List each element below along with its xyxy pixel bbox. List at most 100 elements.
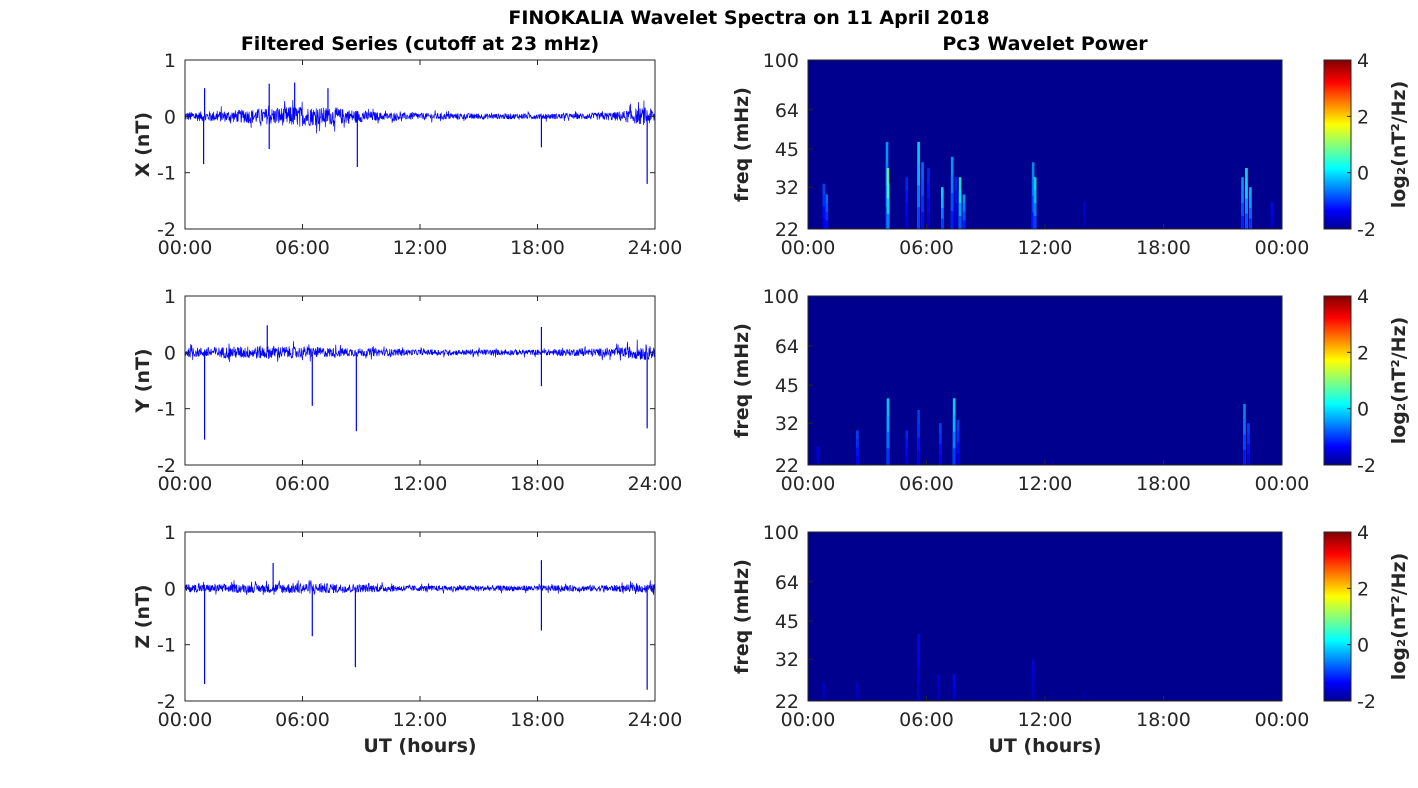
x-tick-label: 00:00 (1255, 709, 1310, 731)
y-tick-label: 64 (775, 100, 799, 122)
power-panel-1: 22 32 45 64 100 00:00 06:00 12:00 18:00 00:00 freq… (731, 286, 1410, 495)
x-tick-label: 00:00 (158, 473, 213, 495)
x-tick-label: 00:00 (1255, 473, 1310, 495)
colorbar-label: log₂(nT²/Hz) (1388, 81, 1410, 209)
y-axis-label: Y (nT) (132, 348, 154, 413)
colorbar-tick-label: -2 (1357, 455, 1376, 477)
power-burst (905, 216, 909, 229)
series-trace (184, 580, 656, 596)
x-tick-label: 00:00 (781, 709, 836, 731)
colorbar-label: log₂(nT²/Hz) (1388, 317, 1410, 445)
power-burst (886, 213, 890, 229)
power-burst (939, 454, 942, 465)
x-tick-label: 06:00 (275, 709, 330, 731)
x-tick-label: 06:00 (899, 709, 954, 731)
y-tick-label: -1 (157, 399, 176, 421)
x-tick-label: 00:00 (158, 709, 213, 731)
y-axis-label: Z (nT) (132, 584, 154, 648)
y-tick-label: 1 (164, 50, 176, 72)
power-burst (1249, 218, 1252, 229)
colorbar: -2 0 2 4 log₂(nT²/Hz) (1323, 522, 1410, 713)
power-burst (956, 453, 960, 465)
x-tick-label: 00:00 (1255, 237, 1310, 259)
colorbar-label: log₂(nT²/Hz) (1388, 553, 1410, 681)
y-tick-label: -1 (157, 635, 176, 657)
x-tick-label: 12:00 (1018, 709, 1073, 731)
power-burst (950, 210, 954, 229)
colorbar-tick-label: 2 (1357, 342, 1369, 364)
y-tick-label: 45 (775, 139, 799, 161)
power-burst (917, 451, 920, 465)
y-tick-label: 45 (775, 375, 799, 397)
power-burst (1243, 449, 1246, 465)
power-burst (952, 694, 956, 701)
power-burst (1031, 212, 1035, 229)
power-burst (1245, 213, 1248, 229)
x-tick-label: 12:00 (393, 237, 448, 259)
x-tick-label: 12:00 (393, 709, 448, 731)
y-tick-label: 64 (775, 572, 799, 594)
power-burst (1031, 690, 1035, 701)
colorbar-tick-label: 0 (1357, 399, 1369, 421)
y-tick-label: -2 (157, 219, 176, 241)
plot-area (185, 532, 655, 701)
colorbar-tick-label: -2 (1357, 219, 1376, 241)
series-trace (184, 99, 656, 134)
power-burst (905, 456, 909, 465)
y-tick-label: 100 (763, 50, 799, 72)
colorbar-tick-label: 4 (1357, 522, 1369, 544)
power-burst (1033, 216, 1037, 229)
y-tick-label: 22 (775, 691, 799, 713)
y-tick-label: 100 (763, 522, 799, 544)
power-burst (856, 696, 859, 701)
power-burst (917, 207, 920, 229)
colorbar-tick-label: 0 (1357, 635, 1369, 657)
colorbar: -2 0 2 4 log₂(nT²/Hz) (1323, 50, 1410, 241)
y-tick-label: 32 (775, 413, 799, 435)
left-x-axis-label: UT (hours) (363, 735, 476, 757)
power-background (808, 296, 1282, 465)
x-tick-label: 00:00 (781, 473, 836, 495)
x-tick-label: 12:00 (1018, 473, 1073, 495)
colorbar-tick-label: -2 (1357, 691, 1376, 713)
power-burst (927, 213, 930, 229)
x-tick-label: 12:00 (1018, 237, 1073, 259)
right-x-axis-label: UT (hours) (988, 735, 1101, 757)
x-tick-label: 06:00 (275, 237, 330, 259)
right-column-title: Pc3 Wavelet Power (942, 33, 1148, 55)
x-tick-label: 18:00 (510, 237, 565, 259)
y-tick-label: 32 (775, 177, 799, 199)
power-burst (941, 218, 944, 229)
y-tick-label: 0 (164, 342, 176, 364)
x-tick-label: 18:00 (510, 709, 565, 731)
power-burst (816, 460, 820, 465)
figure-title: FINOKALIA Wavelet Spectra on 11 April 20… (508, 7, 989, 29)
x-tick-label: 00:00 (781, 237, 836, 259)
power-background (808, 60, 1282, 229)
power-burst (856, 456, 859, 465)
power-burst (917, 185, 920, 229)
colorbar-tick-label: 0 (1357, 163, 1369, 185)
colorbar-gradient (1323, 531, 1352, 702)
power-burst (921, 212, 924, 229)
power-burst (962, 220, 966, 229)
power-burst (1083, 222, 1086, 229)
colorbar-tick-label: 2 (1357, 106, 1369, 128)
left-column-title: Filtered Series (cutoff at 23 mHz) (241, 33, 599, 55)
x-tick-label: 24:00 (628, 237, 683, 259)
colorbar-tick-label: 4 (1357, 50, 1369, 72)
x-tick-label: 06:00 (275, 473, 330, 495)
power-panel-0: 22 32 45 64 100 00:00 06:00 12:00 18:00 00:00 freq… (731, 50, 1410, 259)
series-panel-y: -2 -1 0 1 00:00 06:00 12:00 18:00 24:00 Y (nT) (132, 286, 682, 495)
power-burst (958, 216, 962, 229)
y-tick-label: 0 (164, 578, 176, 600)
power-burst (1083, 698, 1086, 701)
power-burst (1241, 216, 1244, 229)
plot-area (185, 296, 655, 465)
x-tick-label: 12:00 (393, 473, 448, 495)
x-tick-label: 06:00 (899, 237, 954, 259)
power-background (808, 532, 1282, 701)
power-panel-2: 22 32 45 64 100 00:00 06:00 12:00 18:00 00:00 freq… (731, 522, 1410, 731)
y-tick-label: 1 (164, 522, 176, 544)
